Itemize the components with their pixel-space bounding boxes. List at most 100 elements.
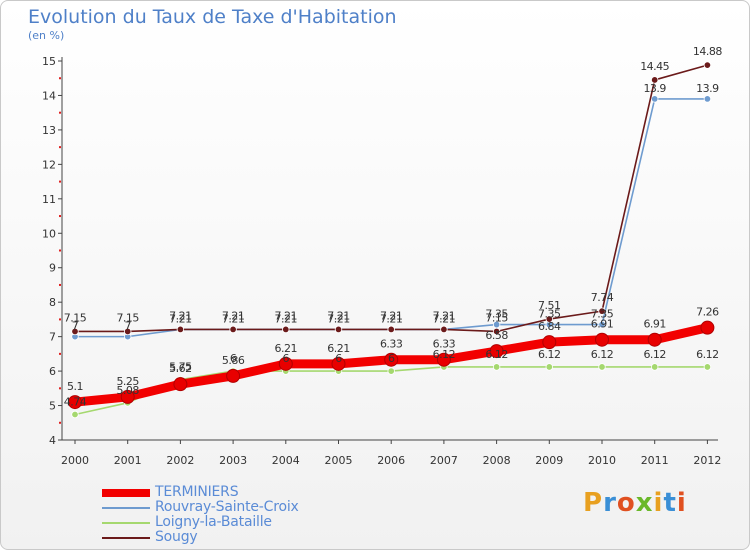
point-terminiers-2002	[173, 377, 188, 392]
point-sougy-2005	[334, 325, 343, 334]
data-label-loigny-la-bataille-2004: 6	[283, 352, 290, 365]
data-label-sougy-2011: 14.45	[640, 60, 669, 73]
x-tick-label-2007: 2007	[430, 454, 458, 467]
y-tick-label-8: 8	[49, 296, 56, 309]
data-label-loigny-la-bataille-2007: 6.12	[433, 348, 456, 361]
point-terminiers-2012	[700, 320, 715, 335]
legend-swatch-terminiers	[102, 489, 150, 497]
data-label-terminiers-2002: 5.62	[169, 362, 192, 375]
point-loigny-la-bataille-2009	[545, 363, 553, 371]
data-label-terminiers-2004: 6.21	[275, 342, 298, 355]
data-label-terminiers-2010: 6.91	[591, 318, 614, 331]
data-label-loigny-la-bataille-2012: 6.12	[696, 348, 719, 361]
data-label-rouvray-sainte-croix-2007: 7.21	[433, 312, 456, 325]
logo-letter: t	[663, 488, 677, 518]
y-tick-label-4: 4	[49, 434, 56, 447]
legend-label-terminiers: TERMINIERS	[155, 484, 239, 500]
data-label-loigny-la-bataille-2005: 6	[335, 352, 342, 365]
point-terminiers-2003	[226, 368, 241, 383]
data-label-sougy-2007: 7.21	[433, 309, 456, 322]
data-label-sougy-2002: 7.21	[169, 309, 192, 322]
x-tick-label-2009: 2009	[535, 454, 563, 467]
data-label-terminiers-2007: 6.33	[433, 338, 456, 351]
point-terminiers-2008	[489, 344, 504, 359]
x-tick-label-2000: 2000	[61, 454, 89, 467]
point-terminiers-2005	[331, 356, 346, 371]
point-terminiers-2007	[436, 352, 451, 367]
data-label-loigny-la-bataille-2003: 6	[230, 352, 237, 365]
data-label-rouvray-sainte-croix-2006: 7.21	[380, 312, 403, 325]
point-terminiers-2010	[595, 332, 609, 347]
x-tick-label-2001: 2001	[114, 454, 142, 467]
point-loigny-la-bataille-2000	[71, 410, 79, 419]
y-minor-mark-7	[59, 318, 61, 321]
y-tick-label-13: 13	[42, 124, 56, 137]
data-label-sougy-2005: 7.21	[327, 309, 350, 322]
y-tick-label-6: 6	[49, 365, 56, 378]
data-label-terminiers-2000: 5.1	[67, 380, 83, 393]
y-minor-mark-4	[59, 421, 61, 424]
legend-swatch-sougy	[102, 537, 150, 539]
logo-letter: i	[653, 488, 664, 518]
logo-letter: i	[676, 488, 687, 518]
legend-label-sougy: Sougy	[155, 529, 198, 545]
y-tick-label-15: 15	[42, 55, 56, 68]
point-sougy-2011	[651, 76, 659, 84]
x-tick-label-2010: 2010	[588, 454, 616, 467]
point-terminiers-2001	[120, 389, 135, 404]
y-minor-mark-12	[59, 146, 61, 149]
data-label-rouvray-sainte-croix-2003: 7.21	[222, 312, 245, 325]
data-label-rouvray-sainte-croix-2004: 7.21	[275, 312, 298, 325]
y-minor-mark-6	[59, 352, 61, 355]
data-label-terminiers-2009: 6.84	[538, 320, 561, 333]
data-label-loigny-la-bataille-2000: 4.74	[64, 396, 87, 409]
legend-swatch-rouvray	[102, 507, 150, 509]
y-minor-mark-13	[59, 111, 61, 114]
point-loigny-la-bataille-2008	[492, 363, 501, 371]
point-terminiers-2009	[542, 335, 557, 350]
y-minor-mark-9	[59, 249, 61, 252]
data-label-rouvray-sainte-croix-2012: 13.9	[696, 82, 719, 95]
point-loigny-la-bataille-2012	[703, 363, 712, 371]
point-terminiers-2006	[384, 352, 399, 367]
y-tick-label-7: 7	[49, 331, 56, 344]
point-rouvray-sainte-croix-2010	[598, 320, 606, 329]
point-sougy-2006	[387, 325, 395, 334]
data-label-rouvray-sainte-croix-2005: 7.21	[327, 312, 350, 325]
logo-letter: r	[603, 488, 617, 518]
data-label-terminiers-2012: 7.26	[696, 306, 719, 319]
x-tick-label-2008: 2008	[483, 454, 511, 467]
data-label-sougy-2009: 7.51	[538, 299, 561, 312]
x-tick-label-2004: 2004	[272, 454, 300, 467]
data-label-rouvray-sainte-croix-2000: 7	[72, 320, 79, 333]
data-label-loigny-la-bataille-2001: 5.08	[116, 384, 139, 397]
legend-swatch-loigny	[102, 522, 150, 524]
y-tick-label-12: 12	[42, 158, 56, 171]
point-loigny-la-bataille-2010	[598, 363, 606, 371]
point-sougy-2010	[598, 307, 606, 315]
point-sougy-2002	[176, 325, 185, 334]
point-rouvray-sainte-croix-2011	[651, 95, 659, 103]
chart-title: Evolution du Taux de Taxe d'Habitation	[28, 6, 397, 28]
x-tick-label-2012: 2012	[693, 454, 721, 467]
data-label-rouvray-sainte-croix-2009: 7.35	[538, 308, 561, 321]
data-label-sougy-2004: 7.21	[275, 309, 298, 322]
data-label-loigny-la-bataille-2006: 6	[388, 352, 395, 365]
point-sougy-2001	[123, 327, 132, 336]
data-label-terminiers-2005: 6.21	[327, 342, 350, 355]
point-sougy-2000	[71, 327, 79, 336]
legend-label-loigny: Loigny-la-Bataille	[155, 514, 272, 530]
data-label-loigny-la-bataille-2002: 5.75	[169, 361, 192, 374]
data-label-rouvray-sainte-croix-2011: 13.9	[643, 82, 666, 95]
data-label-loigny-la-bataille-2009: 6.12	[538, 348, 561, 361]
data-label-sougy-2003: 7.21	[222, 309, 245, 322]
x-tick-label-2005: 2005	[325, 454, 353, 467]
x-tick-label-2002: 2002	[166, 454, 194, 467]
data-label-terminiers-2011: 6.91	[643, 318, 666, 331]
y-minor-mark-14	[59, 77, 61, 80]
logo-letter: x	[635, 488, 654, 518]
data-label-terminiers-2003: 5.86	[222, 354, 245, 367]
data-label-sougy-2006: 7.21	[380, 309, 403, 322]
data-label-terminiers-2001: 5.25	[116, 375, 139, 388]
